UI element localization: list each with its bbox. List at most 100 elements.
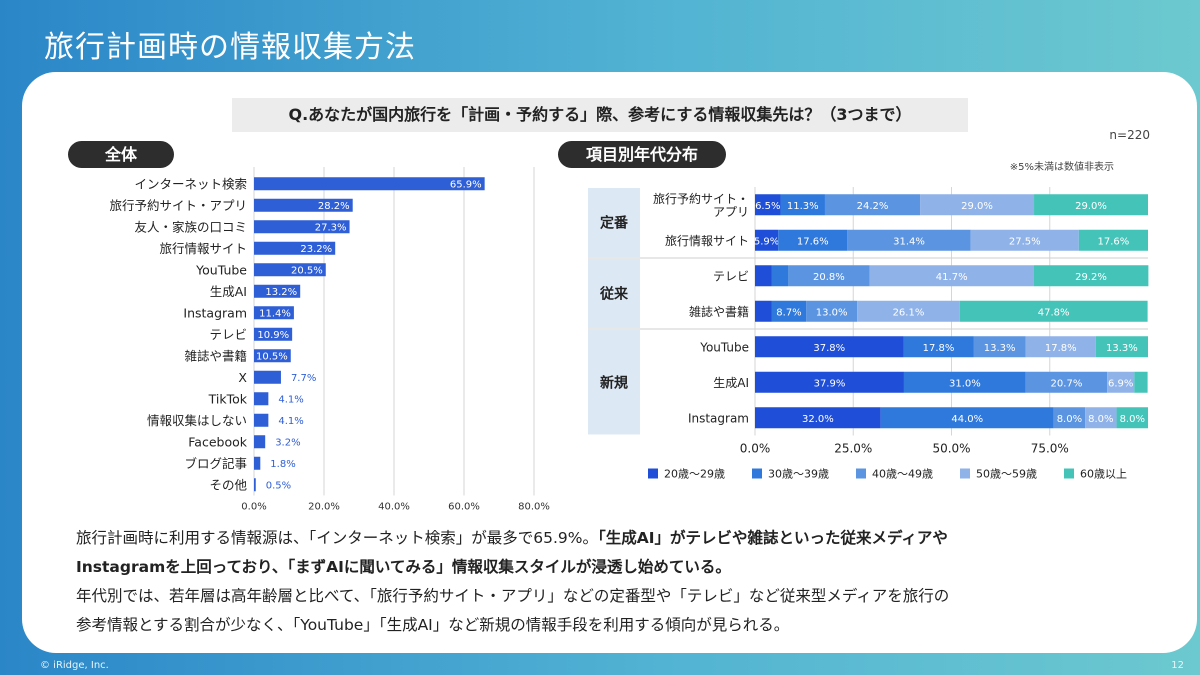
category-label: 友人・家族の口コミ xyxy=(134,219,247,234)
overall-bar-chart: 0.0% 20.0% 40.0% 60.0% 80.0% インターネット検索 65.9% 旅行… xyxy=(109,167,550,513)
data-label: 20.7% xyxy=(1051,378,1083,389)
bar xyxy=(254,327,293,341)
data-label: 44.0% xyxy=(951,414,983,425)
age-chart-label: 項目別年代分布 xyxy=(558,141,726,168)
data-label: 32.0% xyxy=(802,414,834,425)
bar xyxy=(254,413,269,427)
legend-swatch xyxy=(752,468,762,479)
sample-size-note: n=220 xyxy=(1109,128,1150,142)
stacked-segment xyxy=(1107,371,1135,393)
data-label: 27.5% xyxy=(1009,236,1041,247)
data-label: 37.8% xyxy=(813,343,845,354)
legend-swatch xyxy=(1064,468,1074,479)
data-label: 17.8% xyxy=(923,343,955,354)
data-label: 3.2% xyxy=(275,438,300,449)
group-box xyxy=(588,188,640,257)
group-label: 従来 xyxy=(599,286,629,303)
summary-line-1b: 「生成AI」がテレビや雑誌といった従来メディアや xyxy=(598,529,948,547)
data-label: 27.3% xyxy=(315,223,347,234)
stacked-segment xyxy=(755,371,904,393)
data-label: 13.0% xyxy=(816,307,848,318)
x-tick-label: 0.0% xyxy=(241,502,266,513)
summary-line-1a: 旅行計画時に利用する情報源は、「インターネット検索」が最多で65.9%。 xyxy=(76,529,598,547)
data-label: 31.0% xyxy=(949,378,981,389)
data-label: 13.3% xyxy=(984,343,1016,354)
bar xyxy=(254,392,269,406)
data-label: 8.0% xyxy=(1120,414,1145,425)
data-label: 20.8% xyxy=(813,272,845,283)
stacked-segment xyxy=(1025,336,1096,358)
bar xyxy=(254,263,326,277)
stacked-segment xyxy=(970,229,1079,251)
category-label: 旅行情報サイト xyxy=(159,241,247,256)
category-label: テレビ xyxy=(713,269,749,283)
hidden-values-note: ※5%未満は数値非表示 xyxy=(1009,162,1114,173)
stacked-segment xyxy=(1078,229,1148,251)
category-label: 雑誌や書籍 xyxy=(184,348,247,363)
data-label: 23.2% xyxy=(300,244,332,255)
stacked-segment xyxy=(903,336,974,358)
stacked-segment xyxy=(780,194,825,216)
stacked-segment xyxy=(755,336,904,358)
summary-line-1: 旅行計画時に利用する情報源は、「インターネット検索」が最多で65.9%。「生成A… xyxy=(76,524,1176,553)
category-label: X xyxy=(238,370,247,385)
x-tick-label: 60.0% xyxy=(448,502,480,513)
data-label: 47.8% xyxy=(1038,307,1070,318)
group-box xyxy=(588,259,640,328)
category-label: Facebook xyxy=(188,434,247,449)
data-label: 13.3% xyxy=(1106,343,1138,354)
stacked-segment xyxy=(755,194,781,216)
stacked-segment xyxy=(973,336,1026,358)
data-label: 29.0% xyxy=(1075,201,1107,212)
category-label: Instagram xyxy=(688,411,749,425)
stacked-segment xyxy=(1085,407,1117,429)
data-label: 41.7% xyxy=(936,272,968,283)
data-label: 4.1% xyxy=(278,395,303,406)
category-label: TikTok xyxy=(208,391,248,406)
data-label: 13.2% xyxy=(265,287,297,298)
stacked-segment xyxy=(1116,407,1148,429)
data-label: 37.9% xyxy=(814,378,846,389)
legend-swatch xyxy=(648,468,658,479)
stacked-segment xyxy=(903,371,1026,393)
bar xyxy=(254,241,336,255)
bar xyxy=(254,349,291,363)
bar xyxy=(254,306,294,320)
group-label: 定番 xyxy=(600,215,629,232)
x-tick-label: 20.0% xyxy=(308,502,340,513)
data-label: 10.9% xyxy=(257,330,289,341)
category-label: 旅行予約サイト・アプリ xyxy=(109,198,247,213)
bar xyxy=(254,220,350,234)
stacked-segment xyxy=(1034,194,1148,216)
x-tick-label: 25.0% xyxy=(834,442,872,456)
bar xyxy=(254,177,485,191)
data-label: 17.6% xyxy=(797,236,829,247)
summary-text: 旅行計画時に利用する情報源は、「インターネット検索」が最多で65.9%。「生成A… xyxy=(76,524,1176,640)
stacked-segment xyxy=(1025,371,1108,393)
category-label: Instagram xyxy=(183,305,247,320)
overall-chart-label: 全体 xyxy=(68,141,174,168)
summary-line-4: 参考情報とする割合が少なく、「YouTube」「生成AI」など新規の情報手段を利… xyxy=(76,616,790,634)
bar xyxy=(254,370,281,384)
stacked-segment xyxy=(788,265,870,287)
stacked-segment xyxy=(959,300,1148,322)
category-label: テレビ xyxy=(209,327,247,342)
copyright: © iRidge, Inc. xyxy=(40,660,109,671)
category-label: 生成AI xyxy=(210,284,247,299)
data-label: 8.7% xyxy=(776,307,801,318)
data-label: 20.5% xyxy=(291,266,323,277)
data-label: 17.8% xyxy=(1045,343,1077,354)
data-label: 24.2% xyxy=(857,201,889,212)
category-label: 情報収集はしない xyxy=(147,413,247,428)
stacked-segment xyxy=(771,265,789,287)
legend-label: 40歳～49歳 xyxy=(872,468,933,481)
data-label: 8.0% xyxy=(1088,414,1113,425)
bar xyxy=(254,435,266,449)
stacked-segment xyxy=(806,300,858,322)
data-label: 29.2% xyxy=(1075,272,1107,283)
stacked-segment xyxy=(1053,407,1086,429)
data-label: 17.6% xyxy=(1098,236,1130,247)
stacked-segment xyxy=(857,300,960,322)
stacked-segment xyxy=(880,407,1054,429)
data-label: 28.2% xyxy=(318,201,350,212)
